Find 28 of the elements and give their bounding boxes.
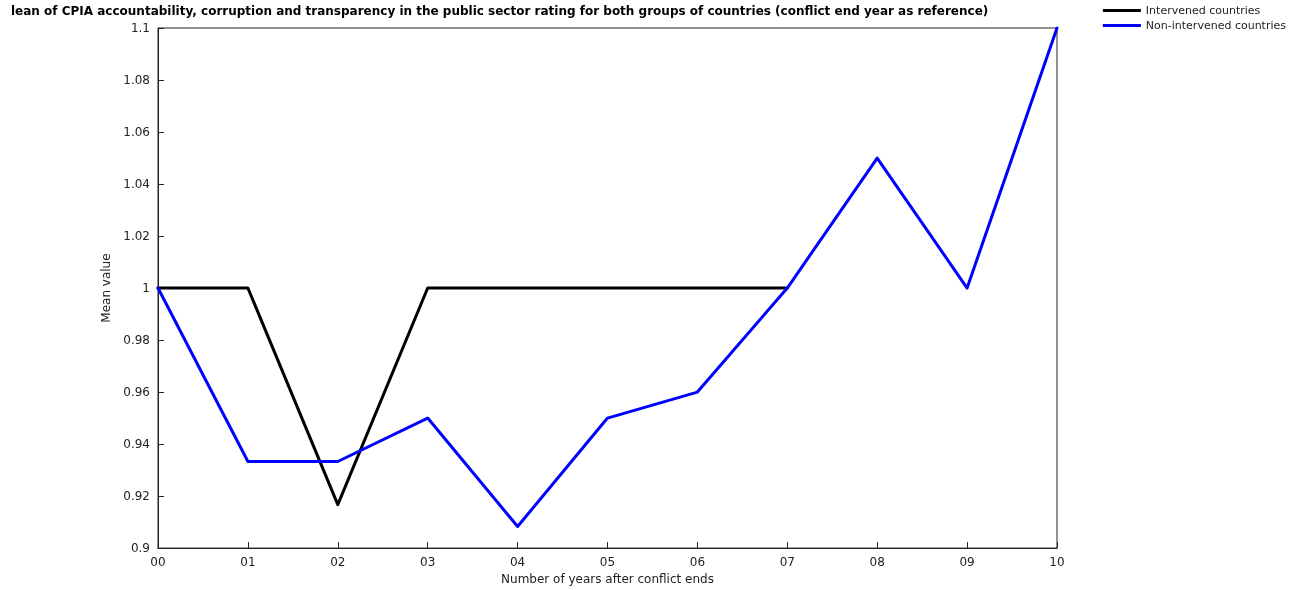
x-axis-title: Number of years after conflict ends [501,572,714,586]
x-tick-label: 00 [150,555,166,570]
x-tick-label: 03 [420,555,436,570]
y-tick-label: 1.08 [123,73,150,88]
x-tick-label: 07 [779,555,795,570]
y-tick-label: 1 [142,281,150,296]
x-tick-label: 06 [689,555,706,570]
x-tick-label: 08 [869,555,885,570]
y-tick-label: 0.92 [123,489,150,504]
y-axis-title: Mean value [99,253,114,323]
x-tick-label: 02 [330,555,346,570]
y-tick-label: 0.96 [123,385,150,400]
x-tick-label: 05 [599,555,616,570]
y-tick-label: 0.98 [123,333,150,348]
legend-label: Intervened countries [1145,4,1261,17]
y-tick-label: 1.1 [130,21,150,35]
x-tick-label: 09 [959,555,975,570]
line-series [156,26,1059,529]
x-tick-label: 04 [509,555,526,570]
y-tick-label: 1.06 [123,125,150,140]
y-tick-label: 0.94 [123,437,150,452]
x-tick-label: 10 [1049,555,1065,570]
y-tick-label: 0.9 [130,541,150,556]
y-tick-label: 1.04 [123,177,150,192]
legend-label: Non-intervened countries [1145,19,1287,32]
chart-title: lean of CPIA accountability, corruption and transparency in the public sector rating for both groups of countries (conflict end year as reference) [11,4,989,18]
x-tick-label: 01 [240,555,256,570]
y-tick-label: 1.02 [123,229,150,244]
